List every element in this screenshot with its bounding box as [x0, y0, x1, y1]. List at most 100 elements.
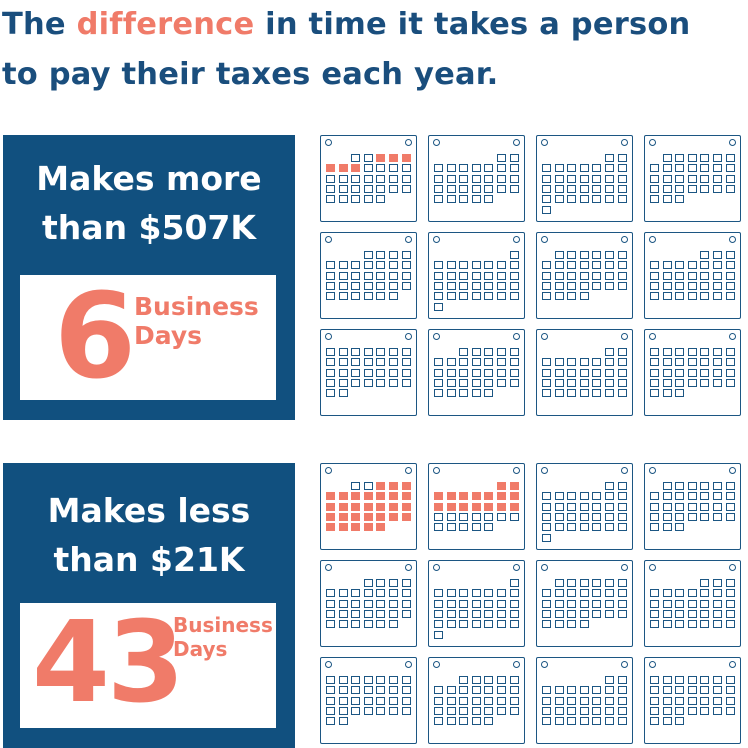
- day-cell: [484, 389, 494, 398]
- day-cell: [459, 686, 469, 695]
- day-cell: [700, 599, 710, 608]
- day-cell: [592, 281, 602, 290]
- day-cell: [554, 358, 564, 367]
- day-cell: [446, 271, 456, 280]
- day-cell: [471, 676, 481, 684]
- day-cell: [509, 348, 519, 356]
- tax-day-cell: [389, 512, 398, 521]
- day-cell: [592, 368, 602, 377]
- day-cell: [434, 164, 443, 173]
- day-cell: [700, 686, 710, 695]
- tax-day-cell: [363, 502, 373, 511]
- day-cell: [446, 589, 456, 598]
- day-cell: [700, 368, 710, 377]
- day-cell: [497, 164, 506, 173]
- day-cell: [363, 620, 373, 629]
- tax-day-cell: [363, 492, 373, 501]
- day-cell: [376, 292, 386, 301]
- day-cell: [338, 358, 348, 367]
- day-cell: [542, 195, 551, 204]
- binder-ring-icon: [325, 661, 332, 668]
- day-cell: [434, 512, 443, 521]
- tax-day-cell: [446, 492, 456, 501]
- day-cell: [554, 686, 564, 695]
- day-cell: [675, 389, 685, 398]
- day-cell: [351, 154, 361, 162]
- day-cell: [675, 348, 685, 356]
- day-cell: [675, 599, 685, 608]
- day-cell: [592, 599, 602, 608]
- day-cell: [389, 251, 398, 259]
- day-cell: [605, 164, 614, 173]
- day-cell: [376, 368, 386, 377]
- day-cell: [650, 620, 659, 629]
- day-cell: [542, 368, 551, 377]
- days-card: 6 Business Days: [20, 275, 276, 400]
- day-cell: [554, 512, 564, 521]
- day-cell: [459, 174, 469, 183]
- tax-day-cell: [389, 492, 398, 501]
- day-cell: [579, 261, 589, 270]
- day-cell: [351, 589, 361, 598]
- day-cell: [579, 686, 589, 695]
- day-cell: [567, 174, 577, 183]
- day-cell: [363, 706, 373, 715]
- day-cell: [567, 195, 577, 204]
- day-cell: [401, 358, 411, 367]
- binder-ring-icon: [325, 467, 332, 474]
- tax-day-cell: [459, 502, 469, 511]
- title-line-1: The difference in time it takes a person: [2, 0, 748, 50]
- tax-day-cell: [401, 492, 411, 501]
- day-cell: [471, 164, 481, 173]
- day-cell: [542, 533, 551, 542]
- day-cell: [376, 706, 386, 715]
- day-cell: [650, 378, 659, 387]
- binder-ring-icon: [405, 236, 412, 243]
- month-calendar: [320, 463, 417, 550]
- month-calendar: [320, 232, 417, 319]
- day-cell: [389, 184, 398, 193]
- binder-ring-icon: [513, 661, 520, 668]
- day-cell: [389, 348, 398, 356]
- day-cell: [675, 154, 685, 162]
- day-cell: [389, 706, 398, 715]
- day-cell: [554, 174, 564, 183]
- day-cell: [554, 195, 564, 204]
- day-cell: [338, 195, 348, 204]
- day-cell: [471, 358, 481, 367]
- binder-ring-icon: [621, 661, 628, 668]
- day-cell: [376, 686, 386, 695]
- day-cell: [326, 696, 335, 705]
- day-cell: [497, 686, 506, 695]
- day-cell: [351, 686, 361, 695]
- tax-day-cell: [446, 502, 456, 511]
- day-cell: [687, 609, 697, 618]
- day-cell: [542, 706, 551, 715]
- day-cell: [459, 184, 469, 193]
- day-cell: [650, 686, 659, 695]
- day-cell: [401, 348, 411, 356]
- day-cell: [497, 706, 506, 715]
- day-cell: [662, 609, 672, 618]
- day-cell: [617, 154, 627, 162]
- binder-ring-icon: [405, 139, 412, 146]
- day-cell: [326, 174, 335, 183]
- tax-day-cell: [338, 164, 348, 173]
- day-cell: [650, 174, 659, 183]
- day-cell: [605, 502, 614, 511]
- day-cell: [434, 302, 443, 311]
- month-calendar: [428, 657, 525, 744]
- day-cell: [592, 174, 602, 183]
- day-cell: [713, 174, 722, 183]
- tax-day-cell: [509, 492, 519, 501]
- day-cell: [662, 368, 672, 377]
- day-cell: [713, 358, 722, 367]
- binder-ring-icon: [433, 467, 440, 474]
- day-cell: [446, 292, 456, 301]
- day-cell: [554, 717, 564, 726]
- tax-day-cell: [459, 492, 469, 501]
- day-cell: [484, 292, 494, 301]
- tax-day-cell: [376, 492, 386, 501]
- day-cell: [650, 184, 659, 193]
- day-cell: [617, 195, 627, 204]
